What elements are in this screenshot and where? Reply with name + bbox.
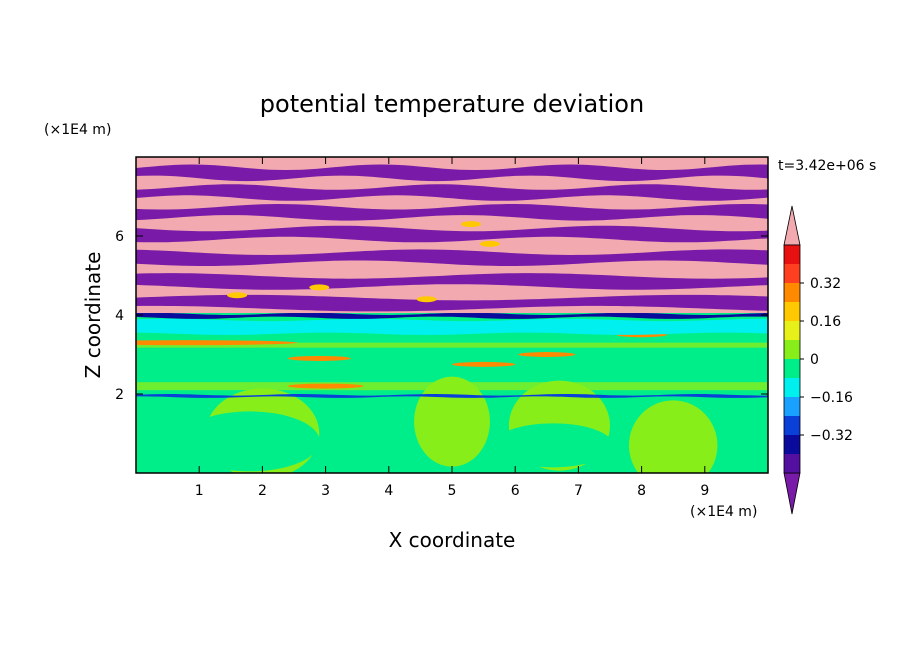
colorbar-tick-label: −0.32 [810,428,853,444]
lime-band [136,382,768,391]
time-label: t=3.42e+06 s [778,158,876,174]
colorbar-extend-max [783,205,801,246]
lime-region [414,376,490,467]
colorbar-segment [784,359,800,378]
y-tick-label: 2 [115,387,124,403]
y-tick-label: 4 [115,308,124,324]
positive-streak [287,355,351,361]
colorbar-segment [784,321,800,340]
colorbar-tick-label: 0 [810,352,819,368]
y-axis-label: Z coordinate [81,252,105,379]
colorbar-tick-label: 0.32 [810,276,841,292]
colorbar-extend-min [783,472,801,515]
colorbar-segment [784,397,800,416]
colorbar-segment [784,454,800,473]
highlight [309,284,330,291]
contour-field [136,157,768,473]
highlight [227,292,248,299]
colorbar-segment [784,264,800,283]
colorbar-segment [784,416,800,435]
colorbar-segment [784,283,800,302]
colorbar-segment [784,435,800,454]
lime-region [628,400,718,473]
x-tick-label: 2 [258,483,267,499]
purple-band [136,184,768,201]
positive-streak [518,352,576,357]
x-tick-label: 9 [700,483,709,499]
x-unit-label: (×1E4 m) [690,504,757,520]
purple-band [136,294,768,312]
y-axis-ticks: 2 4 6 [115,229,768,403]
purple-band [136,273,768,290]
y-unit-label: (×1E4 m) [44,122,111,138]
cyan-band [136,318,768,335]
x-tick-label: 8 [637,483,646,499]
x-tick-label: 1 [195,483,204,499]
purple-band [136,249,768,266]
lime-band [136,342,768,348]
positive-streak [287,383,364,389]
colorbar-segment [784,302,800,321]
y-tick-label: 6 [115,229,124,245]
highlight [460,221,481,228]
green-region [179,411,320,472]
chart-title: potential temperature deviation [260,90,644,118]
positive-streak [452,361,516,367]
dark-blue-line [136,312,768,319]
purple-band [136,164,768,182]
colorbar: 0.32 0.16 0 −0.16 −0.32 [783,205,853,515]
x-tick-label: 6 [511,483,520,499]
colorbar-tick-label: 0.16 [810,314,841,330]
x-axis-label: X coordinate [389,528,516,552]
x-tick-label: 5 [448,483,457,499]
x-tick-label: 3 [321,483,330,499]
positive-streak [136,340,298,346]
colorbar-segment [784,245,800,264]
x-axis-ticks: 1 2 3 4 5 6 7 8 9 [195,157,709,499]
highlight [479,240,500,247]
purple-band [136,225,768,243]
x-tick-label: 4 [384,483,393,499]
colorbar-segment [784,340,800,359]
highlight [416,296,437,303]
colorbar-tick-label: −0.16 [810,390,853,406]
x-tick-label: 7 [574,483,583,499]
purple-band [136,204,768,221]
negative-line [136,394,768,398]
green-region [493,423,614,468]
colorbar-segment [784,378,800,397]
